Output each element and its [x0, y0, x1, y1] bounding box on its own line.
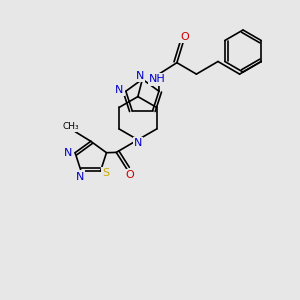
Text: N: N: [134, 138, 142, 148]
Text: O: O: [125, 170, 134, 181]
Text: N: N: [75, 172, 84, 182]
Text: S: S: [102, 168, 110, 178]
Text: N: N: [64, 148, 73, 158]
Text: CH₃: CH₃: [62, 122, 79, 131]
Text: N: N: [115, 85, 123, 95]
Text: NH: NH: [149, 74, 166, 85]
Text: N: N: [136, 71, 144, 81]
Text: O: O: [180, 32, 189, 42]
